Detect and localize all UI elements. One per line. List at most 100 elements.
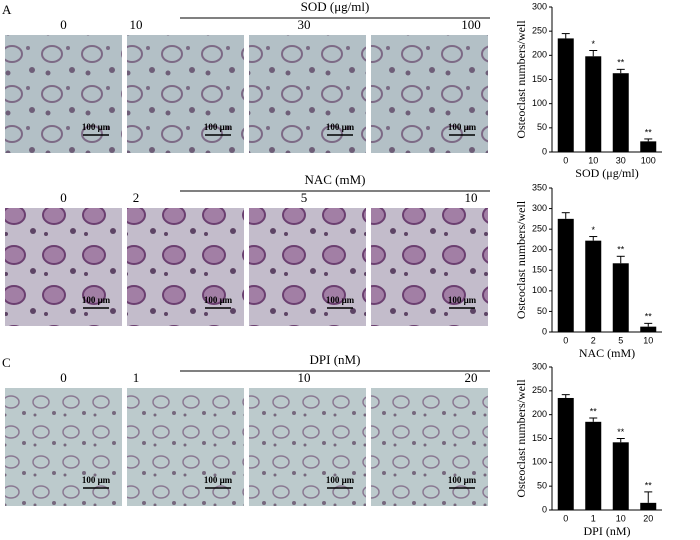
scale-bar-label: 100 μm	[326, 295, 355, 305]
scale-bar-label: 100 μm	[82, 122, 111, 132]
scale-bar-label: 100 μm	[82, 295, 111, 305]
significance: **	[645, 312, 653, 322]
y-tick-label: 0	[542, 146, 547, 156]
x-tick-label: 30	[616, 155, 626, 165]
y-tick-label: 150	[532, 74, 547, 84]
dose-label: 0	[60, 17, 67, 32]
x-axis-label: SOD (μg/ml)	[575, 166, 638, 180]
bar	[612, 442, 629, 510]
y-tick-label: 50	[537, 306, 547, 316]
dose-label: 0	[60, 190, 67, 205]
x-tick-label: 1	[591, 513, 596, 523]
bar	[585, 56, 602, 152]
x-tick-label: 0	[563, 335, 568, 345]
y-tick-label: 50	[537, 481, 547, 491]
y-tick-label: 50	[537, 122, 547, 132]
micrograph	[371, 388, 488, 506]
y-axis-label: Osteoclast numbers/well	[514, 20, 528, 139]
x-axis-label: NAC (mM)	[579, 346, 635, 360]
y-tick-label: 300	[532, 1, 547, 11]
micrograph	[127, 35, 244, 153]
y-tick-label: 350	[532, 182, 547, 192]
x-tick-label: 2	[591, 335, 596, 345]
dose-label: 10	[130, 17, 143, 32]
treatment-label: DPI (nM)	[310, 352, 361, 367]
y-tick-label: 200	[532, 244, 547, 254]
dose-label: 30	[298, 17, 311, 32]
y-tick-label: 250	[532, 26, 547, 36]
y-tick-label: 300	[532, 203, 547, 213]
bar	[612, 263, 629, 332]
significance: **	[590, 406, 598, 416]
significance: **	[617, 58, 625, 68]
y-tick-label: 100	[532, 98, 547, 108]
micrograph	[127, 208, 244, 326]
dose-label: 2	[133, 190, 140, 205]
dose-label: 1	[133, 370, 140, 385]
micrograph	[5, 208, 122, 326]
scale-bar-label: 100 μm	[448, 295, 477, 305]
y-tick-label: 250	[532, 385, 547, 395]
y-axis-label: Osteoclast numbers/well	[514, 200, 528, 319]
x-axis-label: DPI (nM)	[584, 524, 631, 538]
bar	[557, 218, 574, 332]
scale-bar-label: 100 μm	[204, 122, 233, 132]
x-tick-label: 10	[643, 335, 653, 345]
bar	[557, 397, 574, 510]
micrograph	[249, 388, 366, 506]
y-tick-label: 300	[532, 361, 547, 371]
micrograph	[5, 388, 122, 506]
scale-bar-label: 100 μm	[326, 475, 355, 485]
x-tick-label: 10	[616, 513, 626, 523]
dose-label: 100	[461, 17, 481, 32]
bar	[585, 421, 602, 510]
x-tick-label: 10	[588, 155, 598, 165]
significance: **	[617, 427, 625, 437]
significance: **	[645, 480, 653, 490]
micrograph	[249, 35, 366, 153]
treatment-label: NAC (mM)	[304, 172, 365, 187]
bar	[585, 240, 602, 332]
y-tick-label: 250	[532, 224, 547, 234]
dose-label: 10	[465, 190, 478, 205]
y-tick-label: 150	[532, 265, 547, 275]
bar	[640, 502, 657, 510]
significance: *	[591, 225, 595, 235]
x-tick-label: 5	[618, 335, 623, 345]
bar	[640, 326, 657, 332]
x-tick-label: 0	[563, 155, 568, 165]
y-tick-label: 100	[532, 285, 547, 295]
dose-label: 0	[60, 370, 67, 385]
y-tick-label: 200	[532, 409, 547, 419]
treatment-label: SOD (μg/ml)	[301, 0, 370, 14]
scale-bar-label: 100 μm	[204, 295, 233, 305]
y-axis-label: Osteoclast numbers/well	[514, 379, 528, 498]
bar	[557, 38, 574, 152]
micrograph	[371, 208, 488, 326]
scale-bar-label: 100 μm	[326, 122, 355, 132]
significance: **	[617, 245, 625, 255]
dose-label: 20	[465, 370, 478, 385]
y-tick-label: 0	[542, 504, 547, 514]
panel-letter: A	[2, 2, 12, 17]
scale-bar-label: 100 μm	[82, 475, 111, 485]
micrograph	[371, 35, 488, 153]
y-tick-label: 100	[532, 457, 547, 467]
significance: *	[591, 39, 595, 49]
micrograph	[5, 35, 122, 153]
scale-bar-label: 100 μm	[448, 122, 477, 132]
bar	[640, 141, 657, 152]
scale-bar-label: 100 μm	[204, 475, 233, 485]
dose-label: 5	[301, 190, 308, 205]
significance: **	[645, 127, 653, 137]
panel-letter: C	[2, 355, 11, 370]
micrograph	[127, 388, 244, 506]
scale-bar-label: 100 μm	[448, 475, 477, 485]
y-tick-label: 200	[532, 50, 547, 60]
x-tick-label: 20	[643, 513, 653, 523]
micrograph	[249, 208, 366, 326]
y-tick-label: 0	[542, 326, 547, 336]
y-tick-label: 150	[532, 433, 547, 443]
dose-label: 10	[298, 370, 311, 385]
